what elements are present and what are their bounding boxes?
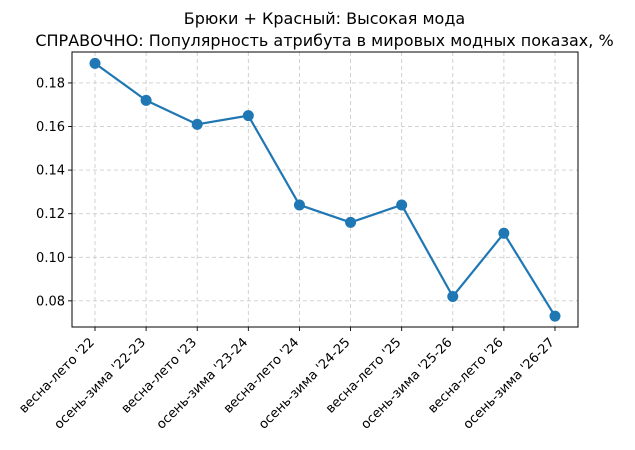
y-tick-label: 0.10	[36, 251, 65, 266]
y-axis: 0.08 0.10 0.12 0.14 0.16 0.18	[36, 76, 72, 309]
series	[89, 57, 561, 322]
y-tick-label: 0.16	[36, 120, 65, 135]
grid	[72, 52, 578, 327]
y-tick-label: 0.18	[36, 76, 65, 91]
x-tick-label: осень-зима '26-27	[461, 335, 558, 432]
data-point	[396, 199, 408, 211]
y-tick-label: 0.08	[36, 294, 65, 309]
x-tick-label: осень-зима '23-24	[154, 335, 251, 432]
y-tick-label: 0.12	[36, 207, 65, 222]
chart-subtitle: СПРАВОЧНО: Популярность атрибута в миров…	[35, 31, 613, 50]
y-tick-label: 0.14	[36, 164, 65, 179]
data-point	[345, 216, 357, 228]
data-point	[140, 94, 152, 106]
data-point	[242, 110, 254, 122]
data-point	[89, 57, 101, 69]
data-point	[191, 118, 203, 130]
data-point	[293, 199, 305, 211]
data-point	[498, 227, 510, 239]
x-tick-label: осень-зима '24-25	[256, 335, 353, 432]
series-line	[94, 62, 556, 317]
plot-area-frame	[71, 51, 579, 328]
x-tick-label: осень-зима '22-23	[52, 335, 149, 432]
x-tick-label: осень-зима '25-26	[358, 335, 455, 432]
data-point	[447, 290, 459, 302]
data-point	[549, 310, 561, 322]
chart-title: Брюки + Красный: Высокая мода	[184, 9, 465, 28]
